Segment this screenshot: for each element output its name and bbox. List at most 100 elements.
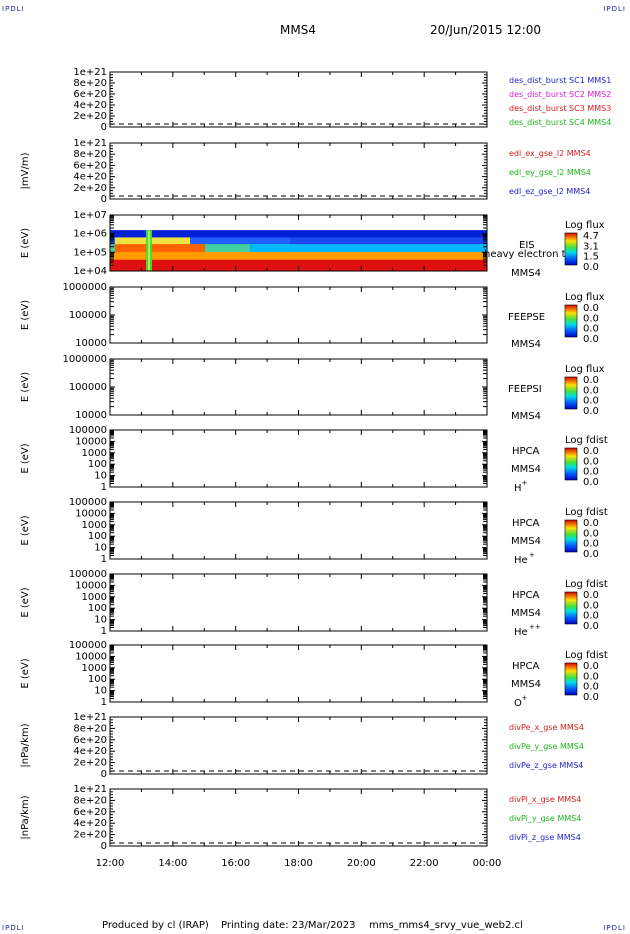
panel-1-ytick-label: 4e+20 [73, 100, 107, 111]
panel-10-ytick-label: 2e+20 [73, 758, 107, 769]
panel-5-colorbar-tick: 0.0 [583, 385, 599, 396]
panel-4-ytick-label: 10000 [75, 338, 107, 349]
panel-9-colorbar [564, 662, 578, 696]
panel-4-colorbar-tick: 0.0 [583, 303, 599, 314]
plot-datetime: 20/Jun/2015 12:00 [430, 23, 542, 37]
panel-5-ylabel: E (eV) [20, 372, 31, 402]
panel-4-colorbar-tick: 0.0 [583, 324, 599, 335]
panel-6-colorbar [564, 447, 578, 481]
panel-8-colorbar-tick: 0.0 [583, 600, 599, 611]
panel-8-colorbar-tick: 0.0 [583, 621, 599, 632]
footer-script-name: mms_mms4_srvy_vue_web2.cl [369, 920, 523, 931]
panel-11-ytick-label: 1e+21 [73, 784, 107, 795]
panel-2-ytick-label: 6e+20 [73, 160, 107, 171]
panel-10-ytick-label: 0 [101, 769, 107, 780]
panel-3-ylabel: E (eV) [20, 228, 31, 258]
panel-8-ytick-label: 1 [101, 626, 107, 637]
panel-11-ytick-label: 4e+20 [73, 818, 107, 829]
panel-4-spacecraft-label: MMS4 [511, 339, 541, 350]
panel-7-colorbar-tick: 0.0 [583, 518, 599, 529]
panel-9-colorbar-title: Log fdist [565, 650, 608, 661]
panel-5-colorbar-title: Log flux [565, 364, 605, 375]
panel-8-ytick-label: 10 [94, 615, 107, 626]
panel-6-colorbar-tick: 0.0 [583, 477, 599, 488]
panel-3-spectrogram-band [110, 230, 487, 238]
corner-tag-bottom-right: IPDLI [603, 924, 626, 932]
panel-10-ytick-label: 4e+20 [73, 746, 107, 757]
panel-3-spectrogram-band [110, 215, 487, 231]
panel-11-frame [109, 788, 488, 847]
time-axis-label: 20:00 [347, 858, 376, 869]
panel-11-ylabel: |nPa/km) [20, 795, 31, 839]
spacecraft-title: MMS4 [280, 23, 316, 37]
time-axis-label: 22:00 [410, 858, 439, 869]
panel-3-ytick-label: 1e+07 [73, 210, 107, 221]
panel-3-colorbar-tick: 4.7 [583, 231, 599, 242]
panel-8-colorbar-tick: 0.0 [583, 590, 599, 601]
panel-5-colorbar [564, 376, 578, 410]
panel-2-legend-1: edl_ex_gse_l2 MMS4 [509, 149, 591, 158]
panel-5-ytick-label: 100000 [69, 382, 107, 393]
panel-6-instrument-label: HPCA [512, 446, 540, 457]
panel-5-ytick-label: 10000 [75, 410, 107, 421]
panel-4-ytick-label: 1000000 [62, 282, 107, 293]
panel-2-ytick-label: 2e+20 [73, 183, 107, 194]
panel-10-frame [109, 716, 488, 775]
panel-6-species-charge: + [522, 479, 528, 487]
panel-6-colorbar-tick: 0.0 [583, 456, 599, 467]
panel-3-spectrogram-stripe [148, 230, 150, 271]
panel-6-ylabel: E (eV) [20, 443, 31, 473]
panel-9-ytick-label: 100 [88, 674, 107, 685]
panel-8-spacecraft-label: MMS4 [511, 608, 541, 619]
panel-7-ytick-label: 100 [88, 531, 107, 542]
panel-8-species-charge: ++ [529, 623, 541, 631]
panel-10-legend-1: divPe_x_gse MMS4 [509, 723, 584, 732]
panel-9-colorbar-tick: 0.0 [583, 682, 599, 693]
panel-11-legend-2: divPi_y_gse MMS4 [509, 814, 581, 823]
corner-tag-bottom-left: IPDLI [2, 924, 25, 932]
panel-7-colorbar-tick: 0.0 [583, 539, 599, 550]
panel-5-instrument-label: FEEPSI [508, 384, 542, 395]
panel-5-colorbar-tick: 0.0 [583, 406, 599, 417]
time-axis-label: 18:00 [284, 858, 313, 869]
panel-7-colorbar-tick: 0.0 [583, 528, 599, 539]
panel-11-ytick-label: 2e+20 [73, 830, 107, 841]
panel-7-ytick-label: 1000 [82, 520, 107, 531]
panel-6-ytick-label: 1 [101, 482, 107, 493]
panel-10-ytick-label: 8e+20 [73, 723, 107, 734]
panel-7-ytick-label: 10000 [75, 508, 107, 519]
panel-3-spacecraft-label: MMS4 [511, 268, 541, 279]
panel-8-ytick-label: 10000 [75, 580, 107, 591]
panel-7-colorbar [564, 519, 578, 553]
panel-8-colorbar-tick: 0.0 [583, 611, 599, 622]
panel-2-ytick-label: 4e+20 [73, 172, 107, 183]
panel-11-ytick-label: 8e+20 [73, 795, 107, 806]
panel-4-ylabel: E (eV) [20, 300, 31, 330]
panel-6-ytick-label: 10 [94, 471, 107, 482]
panel-9-ytick-label: 10 [94, 686, 107, 697]
panel-7-colorbar-title: Log fdist [565, 507, 608, 518]
panel-2-ytick-label: 0 [101, 194, 107, 205]
panel-5-ytick-label: 1000000 [62, 354, 107, 365]
panel-6-ytick-label: 10000 [75, 436, 107, 447]
panel-6-colorbar-tick: 0.0 [583, 446, 599, 457]
panel-7-species-label: He [514, 555, 528, 566]
panel-1-ytick-label: 2e+20 [73, 111, 107, 122]
panel-8-colorbar [564, 591, 578, 625]
panel-9-spacecraft-label: MMS4 [511, 679, 541, 690]
panel-7-instrument-label: HPCA [512, 518, 540, 529]
panel-11-legend-1: divPi_x_gse MMS4 [509, 795, 581, 804]
panel-11-legend-3: divPi_z_gse MMS4 [509, 833, 581, 842]
panel-3-spectrogram-band [110, 251, 487, 261]
panel-10-ylabel: |nPa/km) [20, 723, 31, 767]
panel-1-ytick-label: 8e+20 [73, 78, 107, 89]
panel-10-legend-2: divPe_y_gse MMS4 [509, 742, 584, 751]
footer-printing-date: Printing date: 23/Mar/2023 [221, 920, 356, 931]
panel-6-colorbar-title: Log fdist [565, 435, 608, 446]
panel-5-spacecraft-label: MMS4 [511, 411, 541, 422]
panel-8-frame [109, 573, 488, 632]
panel-4-frame [109, 286, 488, 344]
panel-3-spectrogram-band [115, 244, 205, 252]
panel-8-ylabel: E (eV) [20, 587, 31, 617]
